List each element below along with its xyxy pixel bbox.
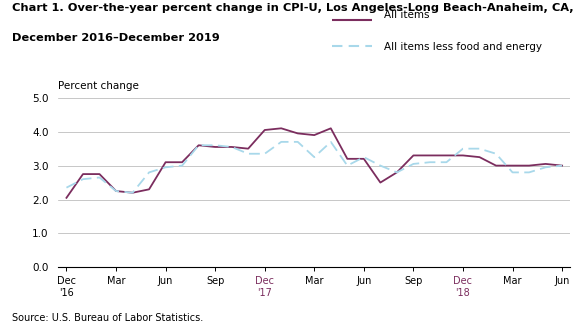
- Text: All items: All items: [384, 10, 430, 20]
- Text: Chart 1. Over-the-year percent change in CPI-U, Los Angeles-Long Beach-Anaheim, : Chart 1. Over-the-year percent change in…: [12, 3, 573, 13]
- Text: Source: U.S. Bureau of Labor Statistics.: Source: U.S. Bureau of Labor Statistics.: [12, 313, 203, 323]
- Text: December 2016–December 2019: December 2016–December 2019: [12, 33, 219, 43]
- Text: Percent change: Percent change: [58, 81, 139, 91]
- Text: All items less food and energy: All items less food and energy: [384, 42, 542, 52]
